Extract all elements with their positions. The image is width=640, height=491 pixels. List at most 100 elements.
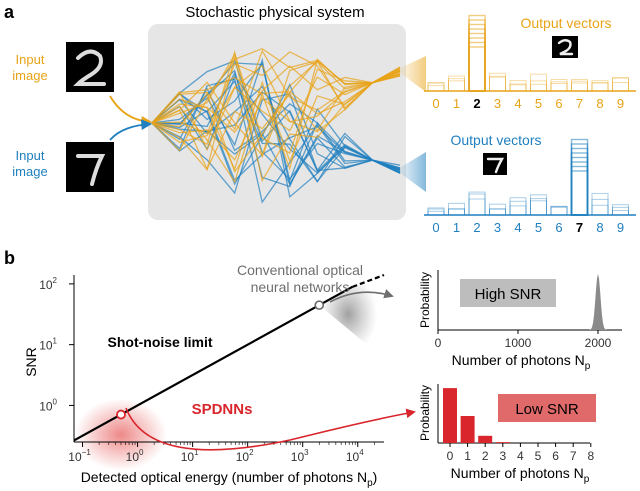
output-bar xyxy=(468,41,486,92)
output-bar xyxy=(570,161,589,216)
low-snr-xlabel-sub: p xyxy=(584,474,590,485)
stochastic-path xyxy=(151,69,401,172)
high-snr-distribution xyxy=(588,274,608,330)
output-bar xyxy=(468,14,486,92)
output-bottom-histogram xyxy=(427,138,629,216)
output-bar xyxy=(448,208,465,216)
blue-output-fan xyxy=(396,152,426,192)
low-snr-xlabel: Number of photons Np xyxy=(451,465,590,485)
snr-y-tick-label: 102 xyxy=(39,276,57,292)
high-snr-badge xyxy=(460,279,556,307)
output-tick-label: 7 xyxy=(576,220,583,235)
output-top-title: Output vectors xyxy=(520,15,611,31)
input-top-label-line1: Input xyxy=(16,52,45,67)
output-tick-label: 0 xyxy=(432,220,439,235)
high-snr-tick-label: 2000 xyxy=(585,336,612,350)
snr-x-tick-label: 101 xyxy=(181,448,199,464)
output-bar xyxy=(570,143,589,216)
low-snr-tick-label: 2 xyxy=(482,449,489,463)
output-bar xyxy=(468,198,486,216)
output-tick-label: 4 xyxy=(514,220,521,235)
output-bar xyxy=(530,194,547,216)
high-snr-arrow xyxy=(329,289,394,303)
output-bar xyxy=(427,85,445,92)
output-tick-label: 7 xyxy=(576,96,583,111)
low-snr-tick-label: 3 xyxy=(499,449,506,463)
output-bar xyxy=(448,80,465,92)
snr-x-tick-label: 104 xyxy=(346,448,364,464)
output-bar xyxy=(468,37,486,92)
conventional-marker xyxy=(314,300,325,310)
snr-y-tick-label: 101 xyxy=(39,337,57,353)
output-bar xyxy=(468,19,486,92)
output-bar xyxy=(571,82,588,92)
orange-output-fan xyxy=(396,56,426,92)
low-snr-bar xyxy=(495,442,510,443)
orange-stochastic-paths xyxy=(151,47,401,184)
high-snr-plot: 0 1000 2000 xyxy=(435,270,622,350)
spdnn-glow xyxy=(74,398,167,471)
output-tick-label: 1 xyxy=(453,220,460,235)
output-bar xyxy=(550,82,568,92)
output-bar xyxy=(489,208,506,216)
output-bar xyxy=(591,82,609,92)
output-bar xyxy=(530,80,547,92)
output-bar xyxy=(591,204,609,216)
low-snr-bar xyxy=(478,435,493,443)
output-tick-label: 8 xyxy=(596,96,603,111)
output-bar xyxy=(570,170,589,216)
output-tick-label: 6 xyxy=(555,220,562,235)
output-bar xyxy=(530,73,547,92)
snr-x-tick-label: 10−1 xyxy=(68,448,91,464)
output-tick-label: 3 xyxy=(494,96,501,111)
output-bar xyxy=(509,200,527,216)
output-bar xyxy=(550,79,568,92)
stochastic-path xyxy=(151,58,401,171)
input-image-2 xyxy=(66,42,114,92)
stochastic-path xyxy=(151,59,401,173)
input-arrow-blue xyxy=(109,119,153,141)
stochastic-path xyxy=(151,60,401,157)
output-tick-label: 8 xyxy=(596,220,603,235)
low-snr-tick-label: 5 xyxy=(535,449,542,463)
low-snr-arrow xyxy=(125,407,416,451)
high-snr-xlabel: Number of photons Np xyxy=(452,352,591,372)
output-bar xyxy=(591,82,609,92)
output-bar xyxy=(591,192,609,216)
output-bar xyxy=(570,147,589,216)
output-bar xyxy=(509,205,527,216)
snr-xlabel-sub: p xyxy=(367,478,373,489)
snr-y-tick-exponent: 1 xyxy=(53,337,58,346)
spdnn-marker xyxy=(116,409,126,420)
high-snr-tick-label: 1000 xyxy=(505,336,532,350)
output-tick-label: 6 xyxy=(555,96,562,111)
snr-y-tick-label: 100 xyxy=(39,397,57,413)
snr-x-tick-exponent: −1 xyxy=(82,448,92,457)
low-snr-tick-label: 6 xyxy=(552,449,559,463)
output-bottom-digit-image xyxy=(483,153,507,175)
input-image-7 xyxy=(66,142,114,192)
output-bar xyxy=(612,77,629,92)
output-bar xyxy=(550,206,568,216)
output-tick-label: 2 xyxy=(473,96,480,111)
low-snr-tick-label: 0 xyxy=(447,449,454,463)
snr-x-tick-exponent: 4 xyxy=(359,448,364,457)
output-tick-label: 5 xyxy=(535,220,542,235)
output-tick-label: 4 xyxy=(514,96,521,111)
input-arrow-orange xyxy=(109,95,153,127)
output-tick-label: 2 xyxy=(473,220,480,235)
output-bar xyxy=(612,206,629,216)
input-top-label-line2: image xyxy=(12,68,47,83)
low-snr-tick-label: 1 xyxy=(464,449,471,463)
snr-y-tick-exponent: 2 xyxy=(53,276,58,285)
high-snr-xlabel-main: Number of photons N xyxy=(452,352,585,368)
low-snr-tick-label: 8 xyxy=(587,449,594,463)
low-snr-badge-text: Low SNR xyxy=(515,401,579,418)
conventional-label-line2: neural networks xyxy=(251,279,350,295)
output-bar xyxy=(427,208,445,216)
low-snr-tick-label: 7 xyxy=(570,449,577,463)
